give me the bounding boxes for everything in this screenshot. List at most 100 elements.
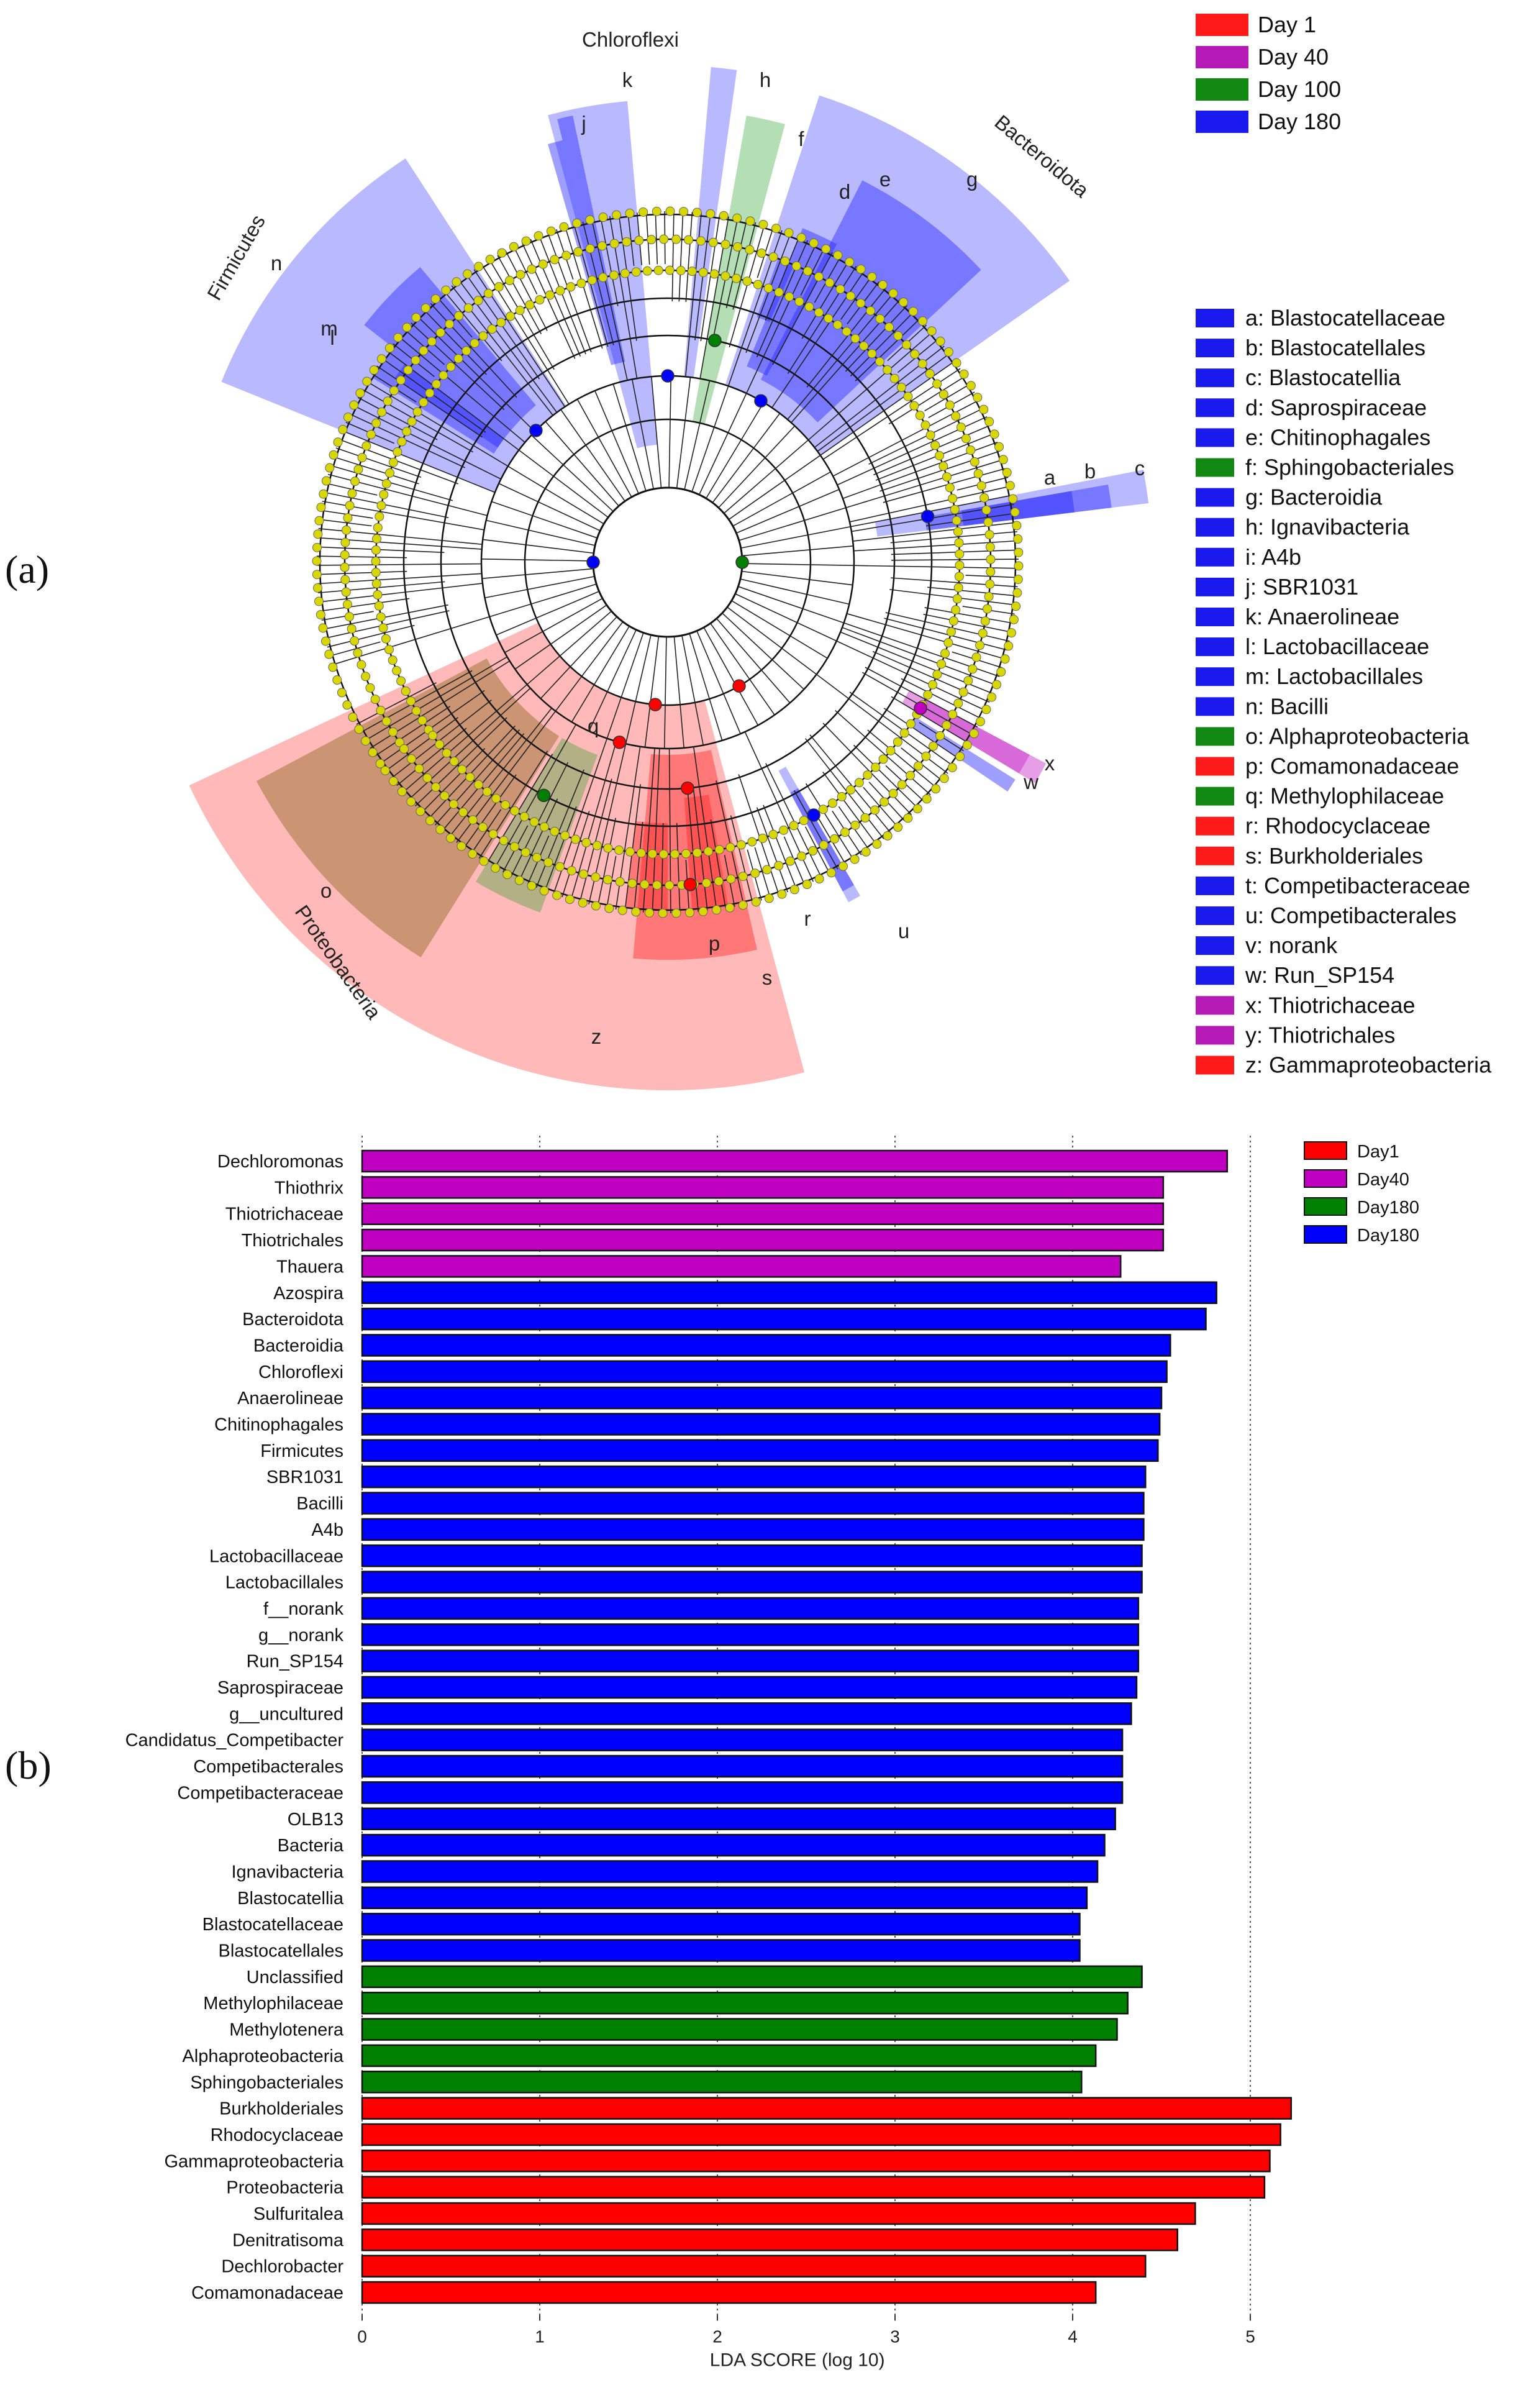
tree-branch: [765, 763, 822, 878]
panel-label-a: (a): [5, 547, 50, 591]
category-label: Chitinophagales: [214, 1415, 343, 1435]
tree-node: [714, 845, 724, 855]
tree-node: [457, 764, 467, 774]
tree-node: [951, 605, 961, 615]
sector-letter-o: o: [320, 879, 332, 902]
tree-node: [719, 211, 729, 221]
tree-node: [897, 780, 907, 790]
tree-node: [581, 837, 591, 847]
category-label: SBR1031: [266, 1467, 343, 1487]
tree-node: [842, 327, 852, 337]
group-legend-label: Day 100: [1258, 76, 1341, 102]
tree-branch: [853, 744, 919, 809]
tree-node: [446, 833, 456, 843]
category-label: Comamonadaceae: [191, 2283, 343, 2303]
tree-ring: [524, 418, 812, 706]
tree-branch: [466, 274, 540, 380]
tree-node: [736, 840, 746, 850]
bar: [361, 2044, 1097, 2068]
bar: [361, 2071, 1083, 2094]
tree-node: [979, 404, 989, 414]
tree-node: [468, 815, 478, 825]
tree-node: [681, 849, 691, 859]
tree-branch: [765, 236, 800, 321]
category-label: Methylophilaceae: [203, 1994, 343, 2014]
category-label: Run_SP154: [247, 1652, 343, 1672]
sector-letter-f: f: [798, 127, 804, 150]
tree-branch: [391, 700, 492, 779]
tree-branch: [530, 239, 581, 357]
taxa-legend-label: n: Bacilli: [1245, 693, 1329, 719]
tree-node: [545, 290, 555, 300]
clade-sector-g: [760, 180, 981, 422]
tree-branch: [573, 224, 609, 347]
tree-branch: [671, 211, 675, 302]
category-label: Blastocatellia: [237, 1889, 344, 1909]
tree-node: [566, 282, 576, 292]
tree-branch: [745, 233, 791, 353]
tree-node: [833, 320, 843, 330]
category-label: Thauera: [276, 1257, 344, 1277]
tree-branch: [685, 212, 693, 303]
tree-node: [986, 567, 996, 577]
category-label: Lactobacillaceae: [209, 1546, 343, 1566]
tree-branch: [318, 581, 445, 594]
tree-branch: [849, 485, 1011, 522]
tree-branch: [724, 439, 809, 514]
tree-node: [808, 846, 818, 856]
tree-node: [850, 334, 860, 344]
tree-node: [313, 529, 323, 539]
tree-branch: [879, 450, 1001, 492]
tree-node: [609, 270, 619, 280]
bar: [361, 1255, 1122, 1278]
taxa-legend-label: q: Methylophilaceae: [1245, 783, 1444, 809]
tree-branch: [582, 221, 614, 345]
tree-branch: [772, 252, 833, 365]
bar: [361, 1597, 1140, 1620]
tree-node: [479, 856, 489, 866]
tree-node: [984, 417, 994, 427]
tree-node: [350, 477, 360, 486]
category-label: Bacteroidota: [242, 1310, 344, 1329]
tree-node: [774, 287, 784, 297]
tree-node-highlight: [681, 781, 694, 795]
tree-node: [312, 542, 322, 552]
taxa-legend-label: s: Burkholderiales: [1245, 843, 1423, 869]
tree-node: [366, 429, 376, 439]
tree-branch: [700, 215, 720, 342]
tree-node: [389, 386, 399, 396]
tree-branch: [342, 430, 496, 493]
tree-node: [491, 793, 501, 803]
tree-node: [1002, 468, 1012, 478]
bar: [361, 2176, 1266, 2199]
tree-branch: [736, 489, 840, 534]
category-label: Lactobacillales: [225, 1573, 343, 1593]
taxa-legend-label: l: Lactobacillaceae: [1245, 634, 1429, 659]
tree-node: [502, 870, 512, 880]
category-label: Proteobacteria: [226, 2178, 343, 2198]
tree-node: [647, 849, 657, 859]
tree-node: [483, 288, 493, 298]
tree-node: [932, 379, 942, 389]
tree-branch: [716, 780, 745, 905]
taxa-legend-swatch: [1196, 398, 1234, 417]
x-tick-label: 3: [890, 2327, 900, 2346]
bar: [361, 1676, 1138, 1699]
taxa-legend-swatch: [1196, 339, 1234, 358]
tree-node-highlight: [529, 424, 543, 437]
tree-node: [969, 729, 979, 739]
tree-node: [396, 375, 406, 385]
tree-node: [738, 872, 748, 882]
category-label: g__norank: [258, 1625, 344, 1645]
bar: [361, 1571, 1143, 1594]
sector-letter-z: z: [591, 1025, 602, 1048]
tree-branch: [489, 259, 555, 370]
tree-node: [931, 784, 941, 794]
tree-node: [962, 740, 972, 750]
tree-node-highlight: [754, 394, 768, 408]
category-label: f__norank: [263, 1599, 343, 1619]
tree-node: [538, 259, 548, 269]
category-label: Dechlorobacter: [221, 2257, 343, 2277]
category-label: Chloroflexi: [258, 1362, 343, 1382]
tree-node: [550, 255, 560, 265]
